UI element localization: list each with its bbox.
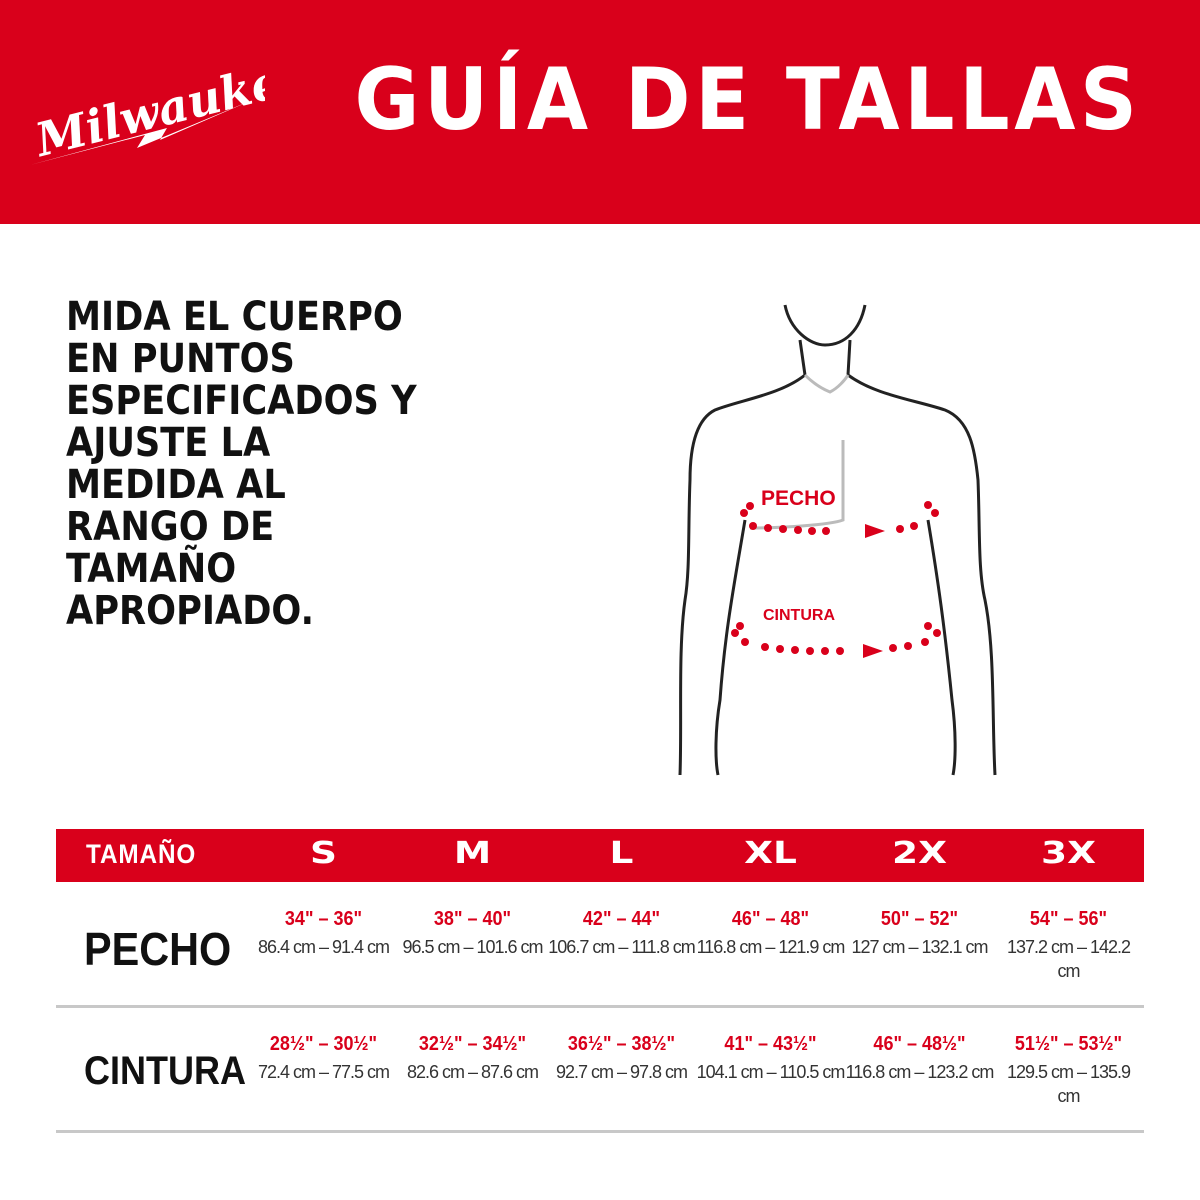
inches-range: 46" – 48½" [873, 1033, 966, 1055]
inches-range: 36½" – 38½" [567, 1033, 676, 1055]
inches-range: 51½" – 53½" [1014, 1033, 1123, 1055]
cm-range: 116.8 cm – 121.9 cm [696, 937, 846, 957]
table-cell: 28½" – 30½" 72.4 cm – 77.5 cm [249, 1033, 398, 1084]
table-cell: 46" – 48½" 116.8 cm – 123.2 cm [845, 1033, 995, 1084]
torso-illustration: PECHO CINTURA [678, 304, 997, 776]
svg-text:Milwaukee: Milwaukee [28, 60, 265, 167]
cm-range: 104.1 cm – 110.5 cm [696, 1062, 846, 1082]
inches-range: 50" – 52" [880, 908, 959, 930]
row-label: CINTURA [84, 1049, 246, 1093]
table-cell: 51½" – 53½" 129.5 cm – 135.9 cm [994, 1033, 1143, 1108]
table-cell: 54" – 56" 137.2 cm – 142.2 cm [994, 908, 1143, 983]
table-cell: 46" – 48" 116.8 cm – 121.9 cm [696, 908, 846, 959]
chest-measure-dots [731, 501, 941, 658]
table-cell: 38" – 40" 96.5 cm – 101.6 cm [398, 908, 547, 959]
cm-range: 92.7 cm – 97.8 cm [555, 1062, 688, 1082]
cm-range: 116.8 cm – 123.2 cm [845, 1062, 995, 1082]
inches-range: 41" – 43½" [724, 1033, 817, 1055]
page-title: GUÍA DE TALLAS [354, 50, 1142, 150]
table-cell: 32½" – 34½" 82.6 cm – 87.6 cm [398, 1033, 547, 1084]
inches-range: 46" – 48" [731, 908, 810, 930]
chest-label: PECHO [761, 487, 836, 510]
milwaukee-logo: Milwaukee [28, 60, 265, 167]
size-l: L [609, 836, 634, 871]
table-cell: 42" – 44" 106.7 cm – 111.8 cm [547, 908, 696, 959]
inches-range: 28½" – 30½" [269, 1033, 378, 1055]
cm-range: 82.6 cm – 87.6 cm [406, 1062, 539, 1082]
table-cell: 34" – 36" 86.4 cm – 91.4 cm [249, 908, 398, 959]
size-2x: 2X [891, 836, 947, 871]
size-3x: 3X [1040, 836, 1096, 871]
inches-range: 38" – 40" [433, 908, 512, 930]
inches-range: 32½" – 34½" [418, 1033, 527, 1055]
table-row: CINTURA 28½" – 30½" 72.4 cm – 77.5 cm 32½" … [56, 1009, 1144, 1133]
size-header-label: TAMAÑO [86, 839, 197, 869]
header-banner: Milwaukee GUÍA DE TALLAS [0, 0, 1200, 224]
table-cell: 36½" – 38½" 92.7 cm – 97.8 cm [547, 1033, 696, 1084]
size-xl: XL [744, 836, 797, 871]
table-cell: 41" – 43½" 104.1 cm – 110.5 cm [696, 1033, 846, 1084]
inches-range: 34" – 36" [284, 908, 363, 930]
size-table-header: TAMAÑO S M L XL 2X 3X [56, 829, 1144, 882]
row-label: PECHO [84, 923, 232, 975]
cm-range: 137.2 cm – 142.2 cm [1006, 937, 1131, 981]
cm-range: 86.4 cm – 91.4 cm [257, 937, 390, 957]
cm-range: 106.7 cm – 111.8 cm [548, 937, 695, 957]
cm-range: 127 cm – 132.1 cm [851, 937, 988, 957]
inches-range: 42" – 44" [582, 908, 661, 930]
cm-range: 96.5 cm – 101.6 cm [402, 937, 543, 957]
table-cell: 50" – 52" 127 cm – 132.1 cm [845, 908, 994, 959]
cm-range: 129.5 cm – 135.9 cm [1006, 1062, 1131, 1106]
waist-label: CINTURA [763, 607, 835, 624]
size-m: M [453, 836, 492, 871]
measuring-instructions: MIDA EL CUERPO EN PUNTOS ESPECIFICADOS Y… [66, 294, 417, 634]
table-row: PECHO 34" – 36" 86.4 cm – 91.4 cm 38" – 40"… [56, 884, 1144, 1008]
cm-range: 72.4 cm – 77.5 cm [257, 1062, 390, 1082]
size-s: S [309, 836, 337, 871]
inches-range: 54" – 56" [1029, 908, 1108, 930]
